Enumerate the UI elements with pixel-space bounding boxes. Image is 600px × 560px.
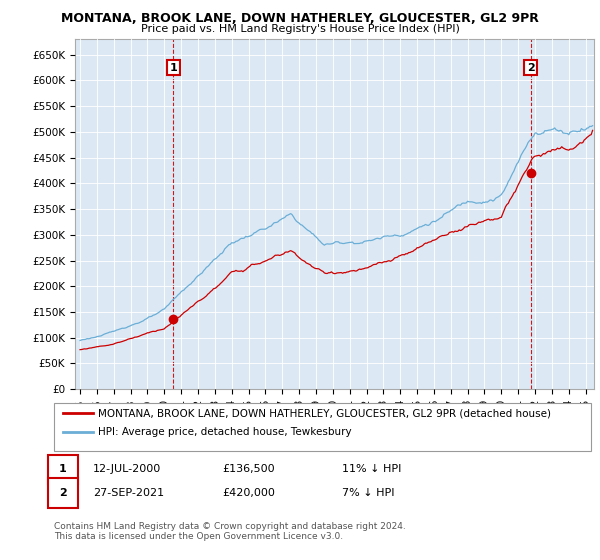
Text: 12-JUL-2000: 12-JUL-2000 [93, 464, 161, 474]
Text: 1: 1 [59, 464, 67, 474]
Text: 1: 1 [169, 63, 177, 72]
Text: HPI: Average price, detached house, Tewkesbury: HPI: Average price, detached house, Tewk… [98, 427, 352, 437]
Text: 2: 2 [59, 488, 67, 498]
Text: MONTANA, BROOK LANE, DOWN HATHERLEY, GLOUCESTER, GL2 9PR: MONTANA, BROOK LANE, DOWN HATHERLEY, GLO… [61, 12, 539, 25]
Text: 11% ↓ HPI: 11% ↓ HPI [342, 464, 401, 474]
Text: £136,500: £136,500 [222, 464, 275, 474]
Text: MONTANA, BROOK LANE, DOWN HATHERLEY, GLOUCESTER, GL2 9PR (detached house): MONTANA, BROOK LANE, DOWN HATHERLEY, GLO… [98, 408, 551, 418]
Text: Contains HM Land Registry data © Crown copyright and database right 2024.
This d: Contains HM Land Registry data © Crown c… [54, 522, 406, 542]
Text: 2: 2 [527, 63, 535, 72]
Text: £420,000: £420,000 [222, 488, 275, 498]
Text: Price paid vs. HM Land Registry's House Price Index (HPI): Price paid vs. HM Land Registry's House … [140, 24, 460, 34]
Text: 7% ↓ HPI: 7% ↓ HPI [342, 488, 395, 498]
Text: 27-SEP-2021: 27-SEP-2021 [93, 488, 164, 498]
